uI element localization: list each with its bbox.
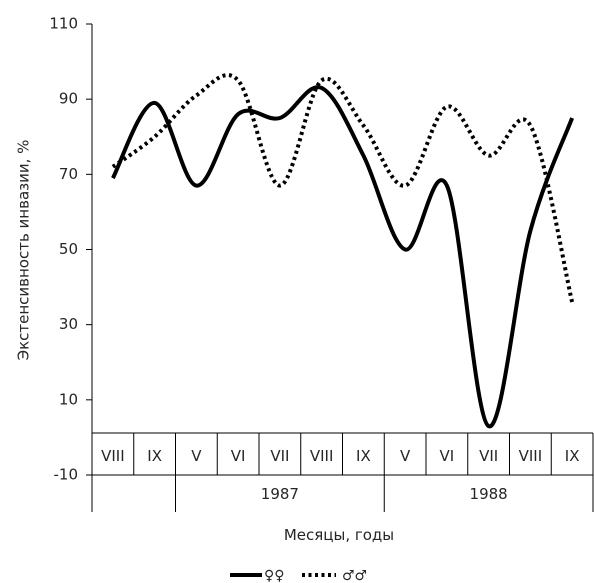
x-tick-label: VIII xyxy=(101,447,125,465)
series-group xyxy=(111,73,575,429)
x-tick-label: V xyxy=(400,447,411,465)
x-tick-label: VIII xyxy=(519,447,543,465)
x-tick-label: V xyxy=(191,447,202,465)
legend-label-male: ♂♂ xyxy=(342,568,367,583)
x-tick-label: IX xyxy=(147,447,162,465)
y-tick-label: 30 xyxy=(59,315,78,333)
y-tick-label: 10 xyxy=(59,390,78,408)
x-group-label: 1988 xyxy=(470,485,508,503)
legend: ♀♀ ♂♂ xyxy=(230,568,367,583)
x-tick-label: IX xyxy=(356,447,371,465)
x-group-label: 1987 xyxy=(261,485,299,503)
x-axis-title: Месяцы, годы xyxy=(284,526,394,544)
y-ticks: -10 10 30 50 70 90 110 xyxy=(49,15,92,484)
x-tick-label: VI xyxy=(440,447,455,465)
x-ticks: VIII IX V VI VII VIII IX V VI VII VIII IX 1987 1988 xyxy=(91,433,594,512)
x-tick-label: VI xyxy=(231,447,246,465)
x-tick-label: IX xyxy=(565,447,580,465)
y-tick-label: 90 xyxy=(59,90,78,108)
y-axis-title-group: Экстенсивность инвазии, % xyxy=(15,140,33,361)
x-tick-label: VII xyxy=(479,447,498,465)
y-tick-label: -10 xyxy=(54,466,79,484)
y-tick-label: 50 xyxy=(59,240,78,258)
legend-label-female: ♀♀ xyxy=(264,568,285,583)
y-axis-title: Экстенсивность инвазии, % xyxy=(15,140,33,361)
y-tick-label: 110 xyxy=(49,15,78,33)
series-line-male xyxy=(111,73,575,303)
x-tick-label: VIII xyxy=(310,447,334,465)
y-tick-label: 70 xyxy=(59,165,78,183)
x-tick-label: VII xyxy=(270,447,289,465)
series-line-female xyxy=(111,85,574,429)
